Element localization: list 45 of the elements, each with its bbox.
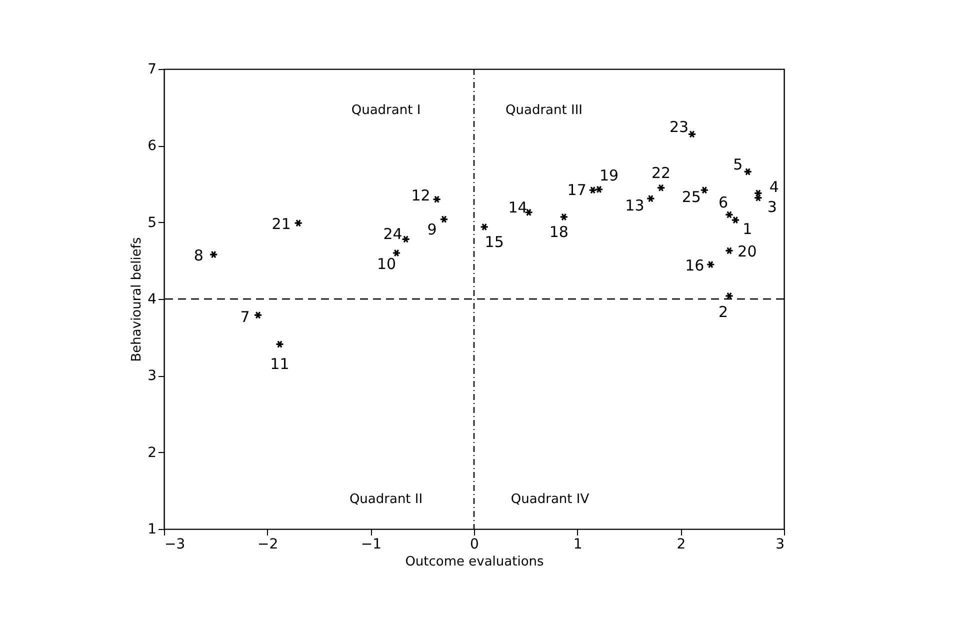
- annotation: 18: [549, 222, 568, 241]
- annotation: Quadrant II: [349, 492, 423, 507]
- y-tick-label: 1: [148, 522, 156, 538]
- annotation: 10: [376, 255, 396, 273]
- x-tick-label: 2: [676, 536, 686, 552]
- y-tick-label: 3: [148, 368, 156, 384]
- x-tick-label: 0: [470, 536, 479, 552]
- annotation: 19: [599, 166, 619, 184]
- annotation: 11: [270, 355, 290, 374]
- annotation: 14: [508, 198, 528, 216]
- y-tick-label: 2: [148, 444, 156, 461]
- annotation: 16: [685, 256, 704, 274]
- annotation: 21: [272, 215, 291, 234]
- annotation: 24: [383, 225, 402, 244]
- annotation: Quadrant IV: [510, 492, 590, 507]
- annotation: 7: [240, 308, 250, 326]
- annotation: 12: [411, 186, 430, 204]
- annotation: 9: [427, 220, 437, 238]
- annotation: 17: [567, 181, 586, 200]
- y-tick-label: 5: [148, 214, 156, 231]
- x-tick-label: 3: [776, 536, 784, 552]
- x-axis-title: Outcome evaluations: [405, 554, 544, 570]
- annotation: 22: [651, 164, 671, 182]
- y-tick-label: 4: [148, 292, 157, 308]
- annotation: 13: [625, 196, 644, 215]
- annotation: 2: [718, 302, 728, 321]
- x-tick-label: −2: [258, 536, 278, 552]
- x-tick-label: −1: [360, 536, 382, 552]
- y-axis-title: Behavioural beliefs: [130, 237, 145, 362]
- annotation: 15: [484, 232, 504, 251]
- annotation: 4: [769, 178, 779, 196]
- annotation: 8: [194, 246, 204, 265]
- annotation: 5: [733, 156, 743, 174]
- annotation: 1: [742, 220, 752, 238]
- y-tick-label: 7: [148, 62, 156, 78]
- annotation: 20: [738, 242, 757, 261]
- annotation: 23: [669, 118, 689, 136]
- annotation: 6: [718, 194, 728, 212]
- annotation: Quadrant I: [351, 103, 421, 118]
- x-tick-label: −3: [164, 536, 186, 552]
- annotation: 3: [767, 198, 777, 216]
- y-tick-label: 6: [148, 138, 157, 154]
- annotation: 25: [682, 188, 701, 206]
- x-tick-label: 1: [573, 536, 582, 552]
- annotation: Quadrant III: [506, 103, 582, 118]
